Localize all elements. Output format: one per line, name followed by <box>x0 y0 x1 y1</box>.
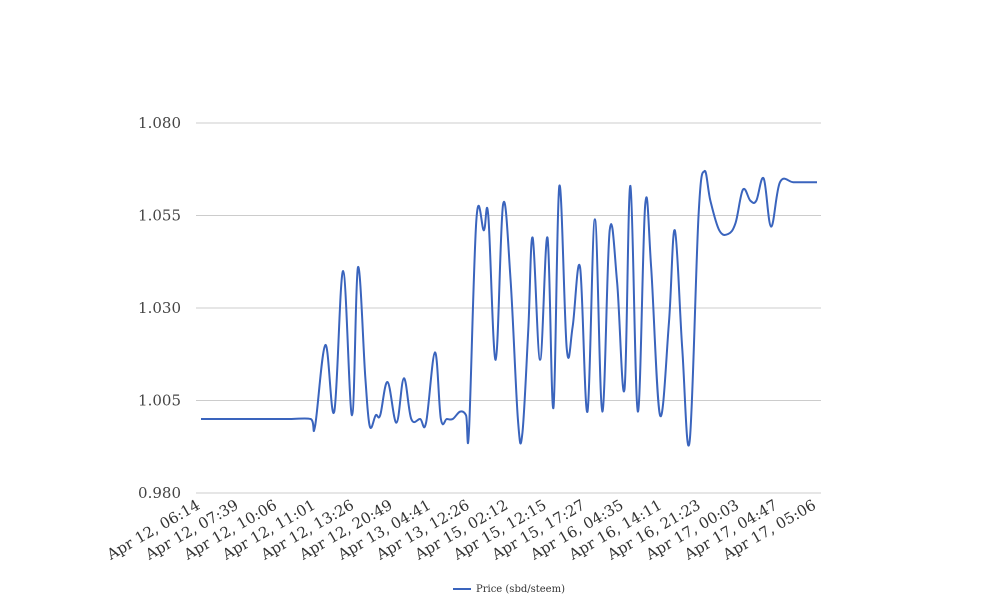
y-tick-label: 1.080 <box>138 114 181 132</box>
series-group <box>201 170 817 447</box>
y-tick-label: 1.055 <box>138 207 181 225</box>
y-tick-label: 1.030 <box>138 299 181 317</box>
y-tick-label: 0.980 <box>138 484 181 502</box>
y-axis-ticks: 0.980 1.005 1.030 1.055 1.080 <box>138 114 181 502</box>
legend-label: Price (sbd/steem) <box>476 584 565 595</box>
y-tick-label: 1.005 <box>138 392 181 410</box>
legend: Price (sbd/steem) <box>453 584 565 595</box>
gridlines <box>196 122 821 494</box>
series-line-price <box>201 170 817 447</box>
